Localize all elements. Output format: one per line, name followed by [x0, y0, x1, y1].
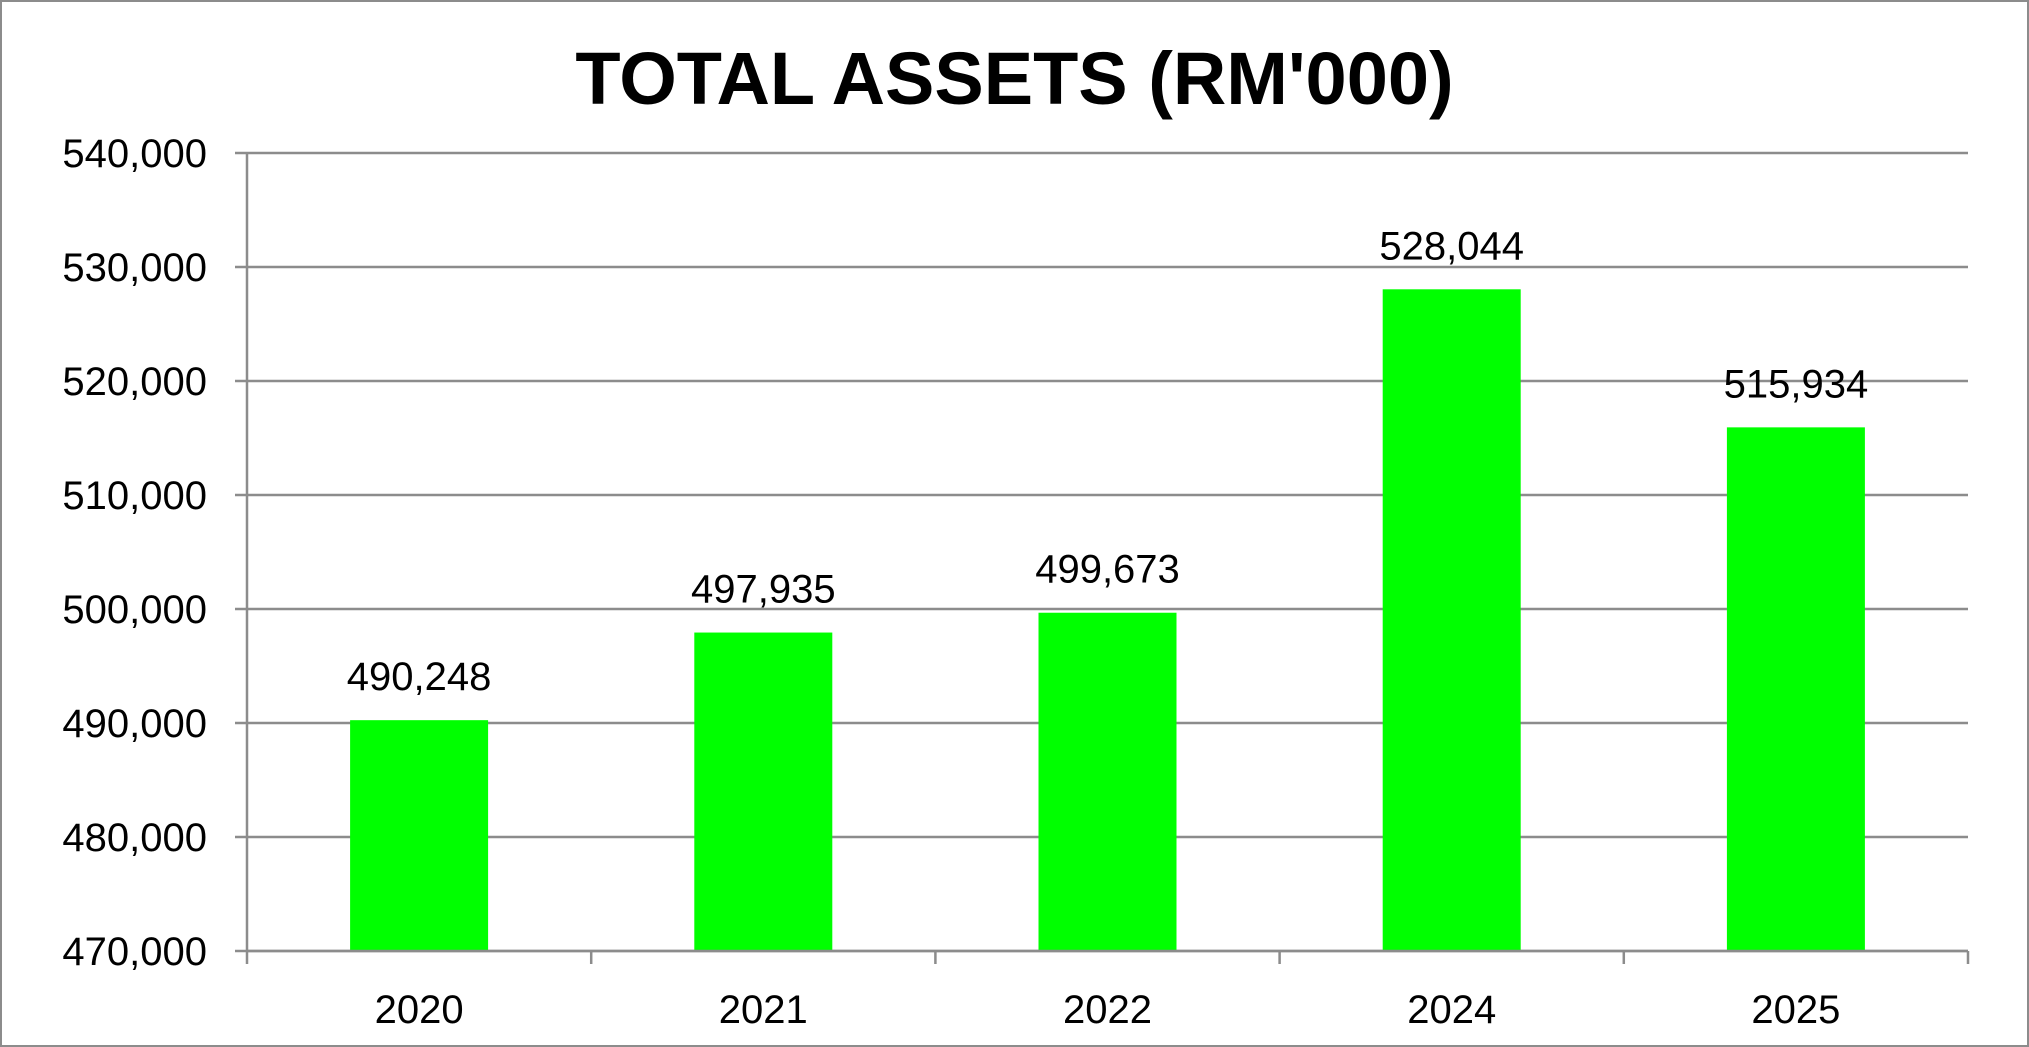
y-tick-label: 530,000 — [62, 246, 207, 290]
data-labels: 490,248 497,935 499,673 528,044 515,934 — [347, 224, 1868, 699]
y-tick-label: 540,000 — [62, 132, 207, 176]
x-tick-label: 2025 — [1751, 988, 1840, 1032]
data-label: 528,044 — [1379, 224, 1524, 268]
y-tick-label: 470,000 — [62, 930, 207, 974]
bars — [350, 289, 1865, 951]
y-tick-label: 490,000 — [62, 702, 207, 746]
chart-title: TOTAL ASSETS (RM'000) — [575, 37, 1454, 120]
y-tick-label: 500,000 — [62, 588, 207, 632]
x-tick-label: 2022 — [1063, 988, 1152, 1032]
bar — [694, 632, 833, 951]
data-label: 497,935 — [691, 568, 836, 612]
bar — [1038, 612, 1177, 951]
data-label: 499,673 — [1035, 548, 1180, 592]
x-tick-label: 2020 — [375, 988, 464, 1032]
x-tick-label: 2024 — [1407, 988, 1496, 1032]
data-label: 490,248 — [347, 655, 492, 699]
bar — [350, 720, 489, 951]
data-label: 515,934 — [1724, 362, 1869, 406]
y-tick-label: 510,000 — [62, 474, 207, 518]
y-axis-tick-labels: 470,000 480,000 490,000 500,000 510,000 520,0… — [62, 132, 207, 974]
x-tick-label: 2021 — [719, 988, 808, 1032]
y-tick-label: 520,000 — [62, 360, 207, 404]
y-tick-label: 480,000 — [62, 816, 207, 860]
x-axis-tick-labels: 2020 2021 2022 2024 2025 — [375, 988, 1841, 1032]
axes — [245, 153, 1970, 964]
bar — [1726, 427, 1865, 951]
bar — [1382, 289, 1521, 951]
